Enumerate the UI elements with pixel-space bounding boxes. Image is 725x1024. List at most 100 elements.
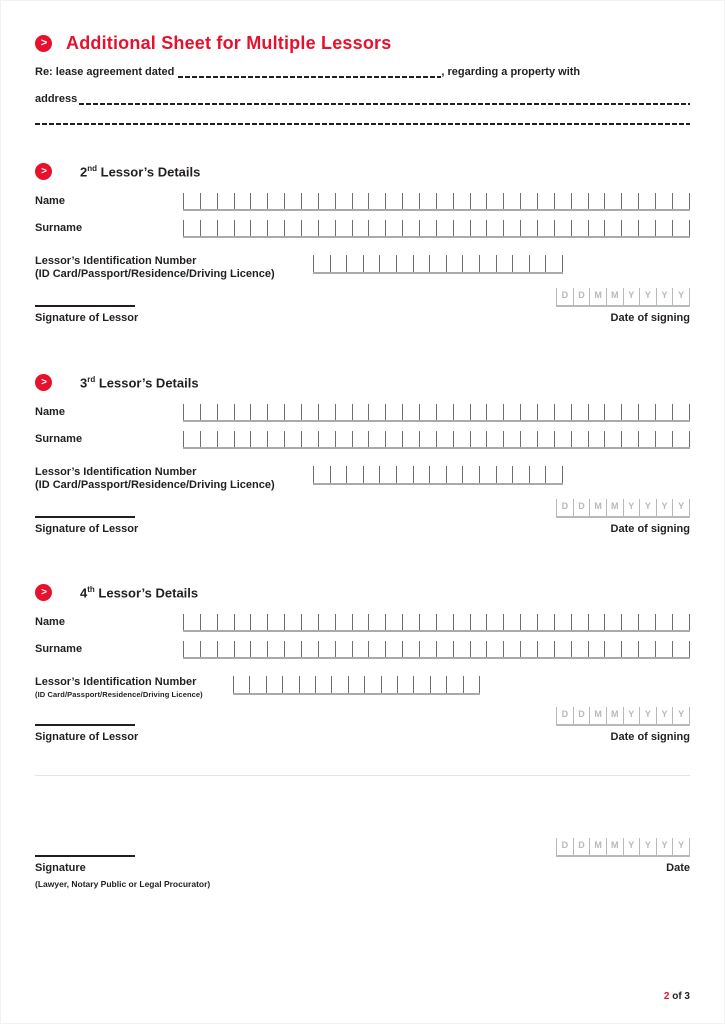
- char-cell: [362, 466, 380, 483]
- section-divider: [35, 775, 690, 776]
- char-cell: [570, 431, 588, 447]
- char-cell: [317, 641, 335, 657]
- char-cell: [587, 431, 605, 447]
- char-cell: [385, 193, 402, 209]
- char-cell: [329, 466, 347, 483]
- char-cell: [429, 466, 446, 483]
- char-cell: [503, 431, 520, 447]
- char-cell: [537, 193, 554, 209]
- signature-line: [35, 516, 135, 518]
- char-cell: [385, 641, 402, 657]
- date-char-cell: M: [605, 838, 623, 855]
- char-cell: [655, 193, 672, 209]
- char-cell: [413, 676, 429, 693]
- char-cell: [446, 676, 462, 693]
- char-cell: [495, 466, 513, 483]
- char-cell: [478, 466, 496, 483]
- id-row: Lessor’s Identification Number (ID Card/…: [35, 466, 690, 492]
- name-comb-field: [183, 404, 690, 422]
- char-cell: [671, 193, 690, 209]
- id-label-block: Lessor’s Identification Number (ID Card/…: [35, 676, 233, 700]
- total-pages: of 3: [672, 991, 690, 1002]
- char-cell: [402, 431, 419, 447]
- char-cell: [216, 220, 234, 236]
- date-char-cell: D: [556, 288, 573, 305]
- date-char-cell: Y: [655, 499, 673, 516]
- char-cell: [495, 255, 513, 272]
- char-cell: [233, 676, 249, 693]
- char-cell: [469, 431, 487, 447]
- id-sublabel: (ID Card/Passport/Residence/Driving Lice…: [35, 268, 275, 280]
- char-cell: [265, 676, 282, 693]
- char-cell: [267, 193, 284, 209]
- signature-date-labels: Signature of Lessor Date of signing: [35, 731, 690, 744]
- date-of-signing-label: Date of signing: [610, 731, 690, 743]
- char-cell: [216, 614, 234, 630]
- char-cell: [216, 404, 234, 420]
- char-cell: [395, 255, 413, 272]
- char-cell: [402, 193, 419, 209]
- char-cell: [553, 641, 571, 657]
- id-label-block: Lessor’s Identification Number (ID Card/…: [35, 255, 313, 281]
- char-cell: [671, 220, 690, 236]
- char-cell: [346, 255, 363, 272]
- char-cell: [503, 220, 520, 236]
- char-cell: [462, 466, 479, 483]
- char-cell: [512, 466, 529, 483]
- section-header: > 2nd Lessor’s Details: [35, 163, 690, 180]
- char-cell: [520, 431, 537, 447]
- char-cell: [655, 641, 672, 657]
- char-cell: [621, 614, 638, 630]
- char-cell: [604, 614, 621, 630]
- signature-label: Signature of Lessor: [35, 523, 139, 535]
- char-cell: [520, 641, 537, 657]
- char-cell: [537, 431, 554, 447]
- char-cell: [233, 220, 251, 236]
- date-char-cell: D: [556, 838, 573, 855]
- char-cell: [655, 614, 672, 630]
- char-cell: [587, 220, 605, 236]
- surname-comb-field: [183, 641, 690, 659]
- char-cell: [395, 466, 413, 483]
- char-cell: [638, 641, 655, 657]
- chevron-right-icon: >: [35, 163, 52, 180]
- char-cell: [435, 431, 453, 447]
- char-cell: [331, 676, 347, 693]
- date-char-cell: Y: [655, 288, 673, 305]
- char-cell: [250, 193, 267, 209]
- char-cell: [445, 466, 463, 483]
- char-cell: [379, 255, 396, 272]
- char-cell: [512, 255, 529, 272]
- char-cell: [553, 193, 571, 209]
- date-char-cell: Y: [672, 838, 690, 855]
- char-cell: [486, 404, 503, 420]
- char-cell: [638, 404, 655, 420]
- date-char-cell: M: [605, 707, 623, 724]
- char-cell: [250, 614, 267, 630]
- surname-row: Surname: [35, 431, 690, 449]
- char-cell: [621, 431, 638, 447]
- char-cell: [362, 255, 380, 272]
- char-cell: [351, 431, 369, 447]
- char-cell: [486, 641, 503, 657]
- char-cell: [486, 220, 503, 236]
- address-blank-line: [79, 103, 690, 105]
- char-cell: [553, 431, 571, 447]
- char-cell: [267, 431, 284, 447]
- address-blank-line-2: [35, 123, 690, 125]
- char-cell: [435, 404, 453, 420]
- char-cell: [301, 431, 318, 447]
- address-line: address: [35, 93, 690, 106]
- char-cell: [250, 404, 267, 420]
- date-char-cell: D: [572, 288, 590, 305]
- name-comb-field: [183, 614, 690, 632]
- date-char-cell: Y: [639, 288, 656, 305]
- char-cell: [486, 431, 503, 447]
- date-char-cell: Y: [622, 838, 640, 855]
- char-cell: [298, 676, 315, 693]
- char-cell: [313, 255, 330, 272]
- char-cell: [334, 431, 352, 447]
- char-cell: [402, 404, 419, 420]
- char-cell: [351, 614, 369, 630]
- ordinal-suffix: rd: [87, 374, 96, 384]
